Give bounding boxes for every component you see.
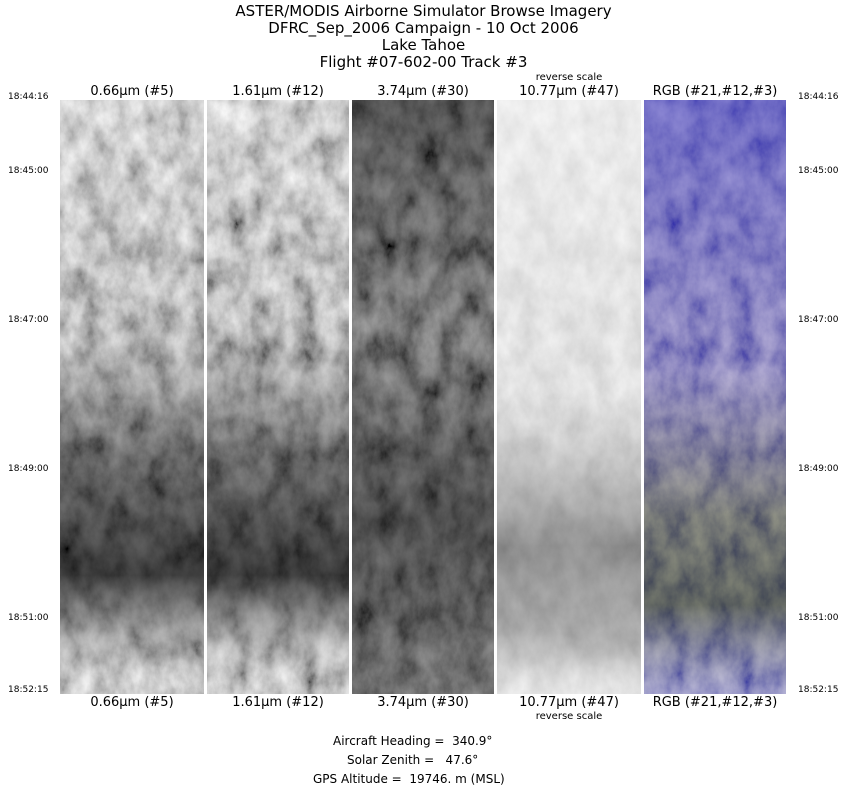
time-tick-left: 18:47:00 [8, 315, 49, 325]
image-panel-066um [60, 100, 204, 694]
brightness-overlay [644, 100, 786, 694]
panel-note-top-4: reverse scale [535, 72, 603, 83]
title-line-1: ASTER/MODIS Airborne Simulator Browse Im… [235, 2, 612, 20]
panel-label-top-5: RGB (#21,#12,#3) [652, 84, 778, 99]
title-line-3: Lake Tahoe [381, 36, 466, 54]
image-panel-161um [207, 100, 349, 694]
title-line-4: Flight #07-602-00 Track #3 [319, 53, 528, 71]
image-panel-374um [352, 100, 494, 694]
panel-label-top-2: 1.61μm (#12) [232, 84, 324, 99]
brightness-overlay [207, 100, 349, 694]
brightness-overlay [497, 100, 641, 694]
panel-label-bottom-3: 3.74μm (#30) [377, 695, 469, 710]
time-tick-left: 18:49:00 [8, 464, 49, 474]
panel-label-bottom-4: 10.77μm (#47) [519, 695, 619, 710]
time-tick-right: 18:49:00 [798, 464, 839, 474]
aircraft-heading: Aircraft Heading = 340.9° [333, 734, 493, 748]
title-line-2: DFRC_Sep_2006 Campaign - 10 Oct 2006 [268, 19, 579, 37]
time-tick-right: 18:45:00 [798, 166, 839, 176]
time-tick-right: 18:47:00 [798, 315, 839, 325]
brightness-overlay [352, 100, 494, 694]
time-tick-left: 18:52:15 [8, 685, 49, 695]
panel-label-top-3: 3.74μm (#30) [377, 84, 469, 99]
time-tick-right: 18:44:16 [798, 92, 839, 102]
panel-label-bottom-5: RGB (#21,#12,#3) [652, 695, 778, 710]
gps-altitude: GPS Altitude = 19746. m (MSL) [313, 772, 505, 786]
time-tick-right: 18:51:00 [798, 613, 839, 623]
solar-zenith: Solar Zenith = 47.6° [347, 753, 479, 767]
panel-note-bottom-4: reverse scale [535, 711, 603, 722]
time-tick-left: 18:44:16 [8, 92, 49, 102]
time-tick-right: 18:52:15 [798, 685, 839, 695]
time-tick-left: 18:51:00 [8, 613, 49, 623]
image-panel-1077um [497, 100, 641, 694]
time-tick-left: 18:45:00 [8, 166, 49, 176]
panel-label-bottom-2: 1.61μm (#12) [232, 695, 324, 710]
panel-label-top-1: 0.66μm (#5) [90, 84, 174, 99]
brightness-overlay [60, 100, 204, 694]
panel-label-top-4: 10.77μm (#47) [519, 84, 619, 99]
image-panel-rgb [644, 100, 786, 694]
panel-label-bottom-1: 0.66μm (#5) [90, 695, 174, 710]
